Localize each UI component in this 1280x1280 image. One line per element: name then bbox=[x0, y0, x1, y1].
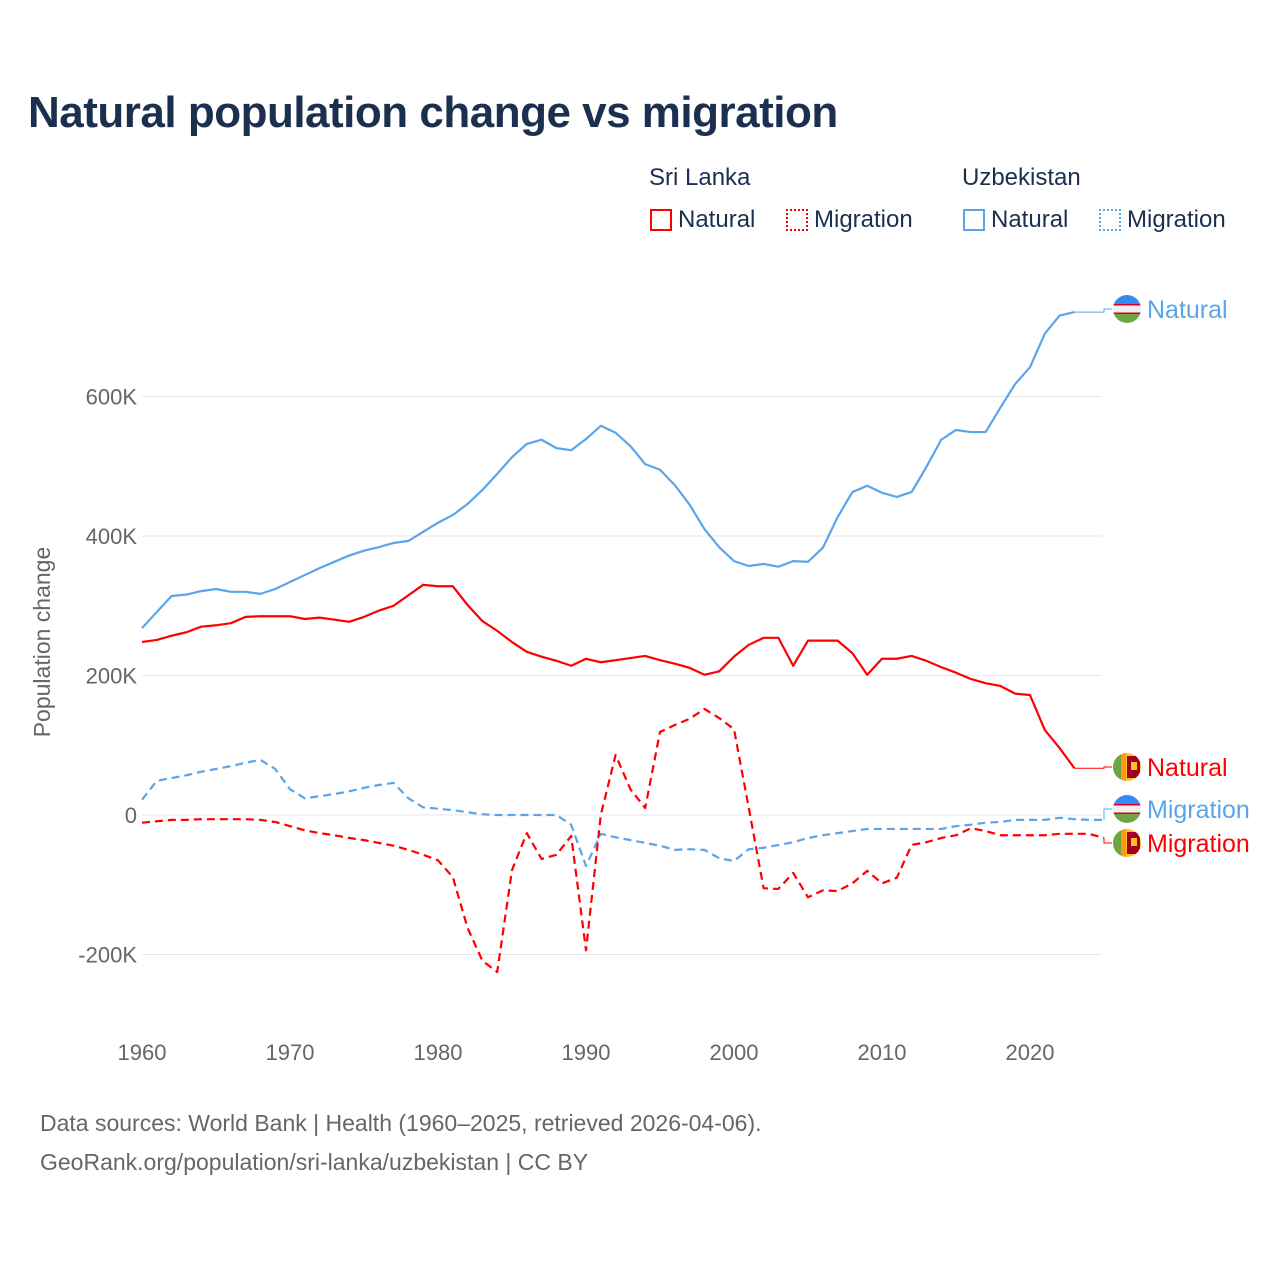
legend-swatch-dotted-blue bbox=[1099, 209, 1121, 231]
label-connector bbox=[1074, 308, 1112, 313]
series-line-sri-lanka-migration bbox=[141, 707, 1105, 974]
legend-item-sri-lanka-natural[interactable]: Natural bbox=[650, 206, 755, 234]
x-tick-label: 1960 bbox=[118, 1040, 167, 1065]
flag-blue-band bbox=[1113, 295, 1141, 305]
x-tick-label: 2010 bbox=[858, 1040, 907, 1065]
x-tick-label: 1970 bbox=[266, 1040, 315, 1065]
flag-green-band bbox=[1113, 814, 1141, 823]
label-connector bbox=[1103, 808, 1112, 820]
series-end-label: Migration bbox=[1147, 796, 1250, 824]
flag-white-band bbox=[1113, 305, 1141, 313]
flag-maroon-panel bbox=[1127, 832, 1140, 854]
series-line-uzbekistan-natural bbox=[141, 311, 1075, 629]
legend-label: Natural bbox=[991, 206, 1069, 233]
flag-body bbox=[1113, 295, 1141, 323]
x-tick-label: 2020 bbox=[1006, 1040, 1055, 1065]
legend-group-sri-lanka: Sri Lanka bbox=[649, 164, 751, 191]
legend-item-uzbekistan-migration[interactable]: Migration bbox=[1099, 206, 1226, 234]
series-end-label: Natural bbox=[1147, 754, 1228, 782]
x-tick-label: 2000 bbox=[710, 1040, 759, 1065]
sri-lanka-flag-icon bbox=[1113, 753, 1141, 781]
x-tick-label: 1980 bbox=[414, 1040, 463, 1065]
label-connector bbox=[1074, 766, 1112, 769]
flag-red-line bbox=[1113, 804, 1141, 806]
series-end-label: Migration bbox=[1147, 830, 1250, 858]
flag-orange-stripe bbox=[1121, 829, 1126, 857]
legend-label: Migration bbox=[814, 206, 913, 233]
y-tick-label: 400K bbox=[86, 524, 138, 549]
uzbekistan-flag-icon bbox=[1113, 795, 1141, 823]
flag-orange-stripe bbox=[1121, 753, 1126, 781]
flag-red-line bbox=[1113, 812, 1141, 814]
flag-white-band bbox=[1113, 805, 1141, 813]
flag-lion bbox=[1131, 838, 1137, 846]
flag-body bbox=[1113, 753, 1141, 781]
x-tick-label: 1990 bbox=[562, 1040, 611, 1065]
footer-link[interactable]: GeoRank.org/population/sri-lanka/uzbekis… bbox=[40, 1149, 589, 1175]
flag-body bbox=[1113, 795, 1141, 823]
y-tick-label: -200K bbox=[78, 943, 137, 968]
legend-label: Natural bbox=[678, 206, 756, 233]
flag-field bbox=[1113, 753, 1141, 781]
y-tick-label: 200K bbox=[86, 664, 138, 689]
flag-maroon-panel bbox=[1127, 756, 1140, 778]
legend-swatch-solid-red bbox=[650, 209, 672, 231]
y-axis-label: Population change bbox=[29, 547, 55, 738]
legend-group-uzbekistan: Uzbekistan bbox=[962, 164, 1081, 191]
series-line-sri-lanka-natural bbox=[141, 583, 1076, 769]
legend-item-uzbekistan-natural[interactable]: Natural bbox=[963, 206, 1068, 234]
flag-green-stripe bbox=[1113, 753, 1121, 781]
series-end-label: Natural bbox=[1147, 296, 1228, 324]
legend-swatch-solid-blue bbox=[963, 209, 985, 231]
legend-swatch-dotted-red bbox=[786, 209, 808, 231]
flag-red-line bbox=[1113, 304, 1141, 306]
legend-item-sri-lanka-migration[interactable]: Migration bbox=[786, 206, 913, 234]
flag-red-line bbox=[1113, 312, 1141, 314]
series-line-uzbekistan-migration bbox=[141, 758, 1104, 868]
y-tick-label: 600K bbox=[86, 385, 138, 410]
flag-body bbox=[1113, 829, 1141, 857]
footer-sources: Data sources: World Bank | Health (1960–… bbox=[40, 1110, 762, 1136]
flag-field bbox=[1113, 829, 1141, 857]
flag-blue-band bbox=[1113, 795, 1141, 805]
flag-lion bbox=[1131, 762, 1137, 770]
sri-lanka-flag-icon bbox=[1113, 829, 1141, 857]
uzbekistan-flag-icon bbox=[1113, 295, 1141, 323]
label-connector bbox=[1103, 838, 1112, 844]
y-tick-label: 0 bbox=[125, 803, 137, 828]
legend-label: Migration bbox=[1127, 206, 1226, 233]
chart-title: Natural population change vs migration bbox=[28, 88, 838, 137]
flag-green-band bbox=[1113, 314, 1141, 323]
flag-green-stripe bbox=[1113, 829, 1121, 857]
